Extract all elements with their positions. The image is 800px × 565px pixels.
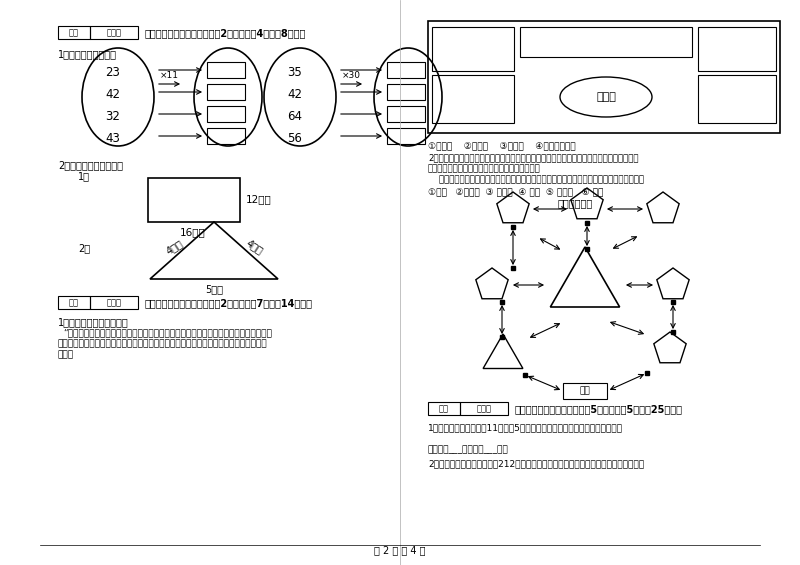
Text: 35: 35 (288, 67, 302, 80)
Bar (207, 62, 245, 78)
Text: 32: 32 (106, 111, 121, 124)
Text: ×30: ×30 (342, 71, 361, 80)
Bar (58, 26, 90, 39)
Text: 答：可插___瓶，还剩___枝。: 答：可插___瓶，还剩___枝。 (428, 445, 509, 454)
Bar (432, 27, 514, 71)
Polygon shape (647, 192, 679, 223)
Text: 64: 64 (287, 111, 302, 124)
Text: 12厘米: 12厘米 (246, 194, 272, 204)
Bar (90, 296, 138, 309)
Text: “走进服装城大门，正北面是假山石和童装区，假山的东面是中老年服装区，假山的西北: “走进服装城大门，正北面是假山石和童装区，假山的东面是中老年服装区，假山的西北 (63, 328, 272, 337)
Text: 1．仔细观察，认真填空。: 1．仔细观察，认真填空。 (58, 317, 129, 327)
Bar (90, 26, 138, 39)
Polygon shape (657, 268, 689, 299)
Text: 根据小强的描述，请你把这些动物场馆所在的位置，在动物园的导游图上用序号表示出来。: 根据小强的描述，请你把这些动物场馆所在的位置，在动物园的导游图上用序号表示出来。 (428, 175, 644, 184)
Polygon shape (550, 247, 620, 307)
Text: 4分米: 4分米 (164, 238, 184, 256)
Text: 馆和鱼馆的场地分别在动物园的东北角和西北角。: 馆和鱼馆的场地分别在动物园的东北角和西北角。 (428, 164, 541, 173)
Text: 42: 42 (287, 89, 302, 102)
Bar (432, 75, 514, 123)
Text: 五、认真思考，综合能力（共2小题，每题7分，共14分）。: 五、认真思考，综合能力（共2小题，每题7分，共14分）。 (145, 298, 313, 308)
Bar (698, 75, 776, 123)
Text: 动物园导游图: 动物园导游图 (558, 198, 593, 208)
Text: 2．: 2． (78, 243, 90, 253)
Text: 大门: 大门 (580, 386, 590, 396)
Bar (58, 296, 90, 309)
Text: 1．: 1． (78, 171, 90, 181)
Text: 56: 56 (287, 133, 302, 146)
Text: 1．算一算，填一填。: 1．算一算，填一填。 (58, 49, 117, 59)
Text: 得分: 得分 (69, 28, 79, 37)
Text: 23: 23 (106, 67, 121, 80)
Bar (387, 62, 425, 78)
Text: 1．姐姐买来一束花，有11枝，每5枝插入一个花瓶里，可插几瓶？还剩几枝？: 1．姐姐买来一束花，有11枝，每5枝插入一个花瓶里，可插几瓶？还剩几枝？ (428, 423, 623, 432)
Text: 评卷人: 评卷人 (106, 298, 122, 307)
Bar (563, 383, 607, 399)
Bar (520, 27, 692, 57)
Polygon shape (483, 334, 523, 368)
Text: 2．求下面图形的周长。: 2．求下面图形的周长。 (58, 160, 123, 170)
Polygon shape (571, 188, 603, 219)
Text: ①童装区    ②男装区    ③女装区    ④中老年服装区: ①童装区 ②男装区 ③女装区 ④中老年服装区 (428, 141, 576, 150)
Text: 43: 43 (106, 133, 121, 146)
Text: 评卷人: 评卷人 (106, 28, 122, 37)
Text: ①狮山   ②熊猫馆  ③ 飞禽馆  ④ 猴园  ⑤ 大象馆   ⑥ 鱼馆: ①狮山 ②熊猫馆 ③ 飞禽馆 ④ 猴园 ⑤ 大象馆 ⑥ 鱼馆 (428, 187, 603, 196)
Text: 第 2 页 共 4 页: 第 2 页 共 4 页 (374, 545, 426, 555)
Text: 得分: 得分 (439, 405, 449, 414)
Bar (148, 178, 240, 222)
Bar (207, 84, 245, 100)
Text: 得分: 得分 (69, 298, 79, 307)
Polygon shape (497, 192, 529, 223)
Bar (207, 106, 245, 122)
Text: 边是男装区，男装区的南边是女装区。根据以上的描述请你把服装域的序号标在适当的位: 边是男装区，男装区的南边是女装区。根据以上的描述请你把服装域的序号标在适当的位 (58, 339, 268, 348)
Bar (428, 402, 460, 415)
Text: ×11: ×11 (159, 71, 178, 80)
Bar (428, 21, 780, 133)
Polygon shape (476, 268, 508, 299)
Text: 2．走进动物园大门，正北面是狮子山和熊猫馆，狮子山的东侧是飞禽馆，西侧是猴园，大象: 2．走进动物园大门，正北面是狮子山和熊猫馆，狮子山的东侧是飞禽馆，西侧是猴园，大… (428, 153, 638, 162)
Bar (387, 84, 425, 100)
Text: 4分米: 4分米 (245, 238, 266, 256)
Bar (460, 402, 508, 415)
Text: 六、活用知识，解决问题（共5小题，每题5分，共25分）。: 六、活用知识，解决问题（共5小题，每题5分，共25分）。 (515, 404, 683, 414)
Polygon shape (654, 332, 686, 363)
Text: 四、看清题目，细心计算（共2小题，每题4分，共8分）。: 四、看清题目，细心计算（共2小题，每题4分，共8分）。 (145, 28, 306, 38)
Text: 16厘米: 16厘米 (180, 227, 206, 237)
Text: 42: 42 (106, 89, 121, 102)
Bar (207, 128, 245, 144)
Text: 2．用一根铁丝做一个边长为212厘米的正方形框架，正好用完，这根铁丝长多少厘米？: 2．用一根铁丝做一个边长为212厘米的正方形框架，正好用完，这根铁丝长多少厘米？ (428, 459, 644, 468)
Text: 5分米: 5分米 (205, 284, 223, 294)
Bar (387, 106, 425, 122)
Text: 假山石: 假山石 (596, 92, 616, 102)
Bar (698, 27, 776, 71)
Text: 评卷人: 评卷人 (477, 405, 491, 414)
Text: 置上。: 置上。 (58, 350, 74, 359)
Bar (387, 128, 425, 144)
